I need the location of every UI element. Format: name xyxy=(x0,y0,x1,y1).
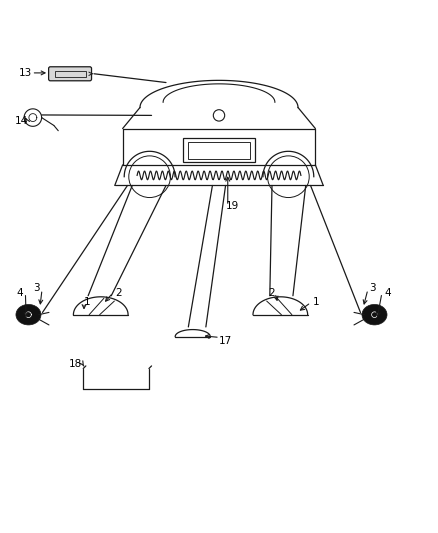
Text: 1: 1 xyxy=(84,297,91,308)
Bar xyxy=(188,142,250,159)
Text: 3: 3 xyxy=(33,284,40,293)
Text: 3: 3 xyxy=(369,284,376,293)
Bar xyxy=(183,138,255,162)
Text: 4: 4 xyxy=(384,288,391,298)
Text: 17: 17 xyxy=(219,336,232,346)
Text: 4: 4 xyxy=(16,288,23,298)
Text: 19: 19 xyxy=(226,201,239,211)
Ellipse shape xyxy=(16,304,41,325)
Text: 14: 14 xyxy=(15,116,28,126)
Ellipse shape xyxy=(362,304,387,325)
Text: 13: 13 xyxy=(19,68,32,78)
Bar xyxy=(55,71,86,77)
Text: 2: 2 xyxy=(115,288,122,298)
Text: 1: 1 xyxy=(313,297,320,308)
Text: 2: 2 xyxy=(268,288,275,298)
Text: 18: 18 xyxy=(69,359,82,369)
FancyBboxPatch shape xyxy=(49,67,92,81)
